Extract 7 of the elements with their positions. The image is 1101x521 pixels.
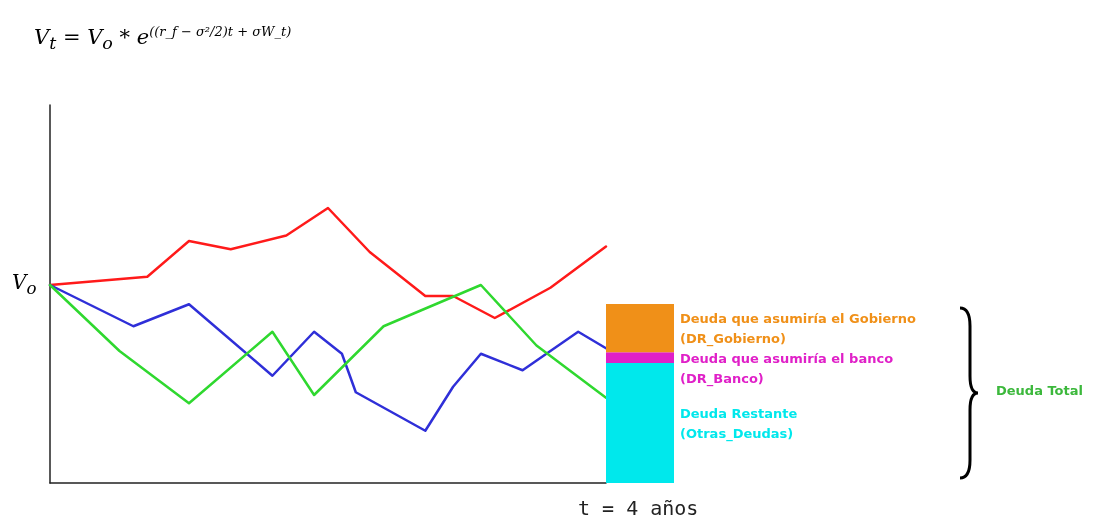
series-label: Deuda que asumiría el banco (DR_Banco) [680,350,894,387]
chart-title: V$_{t}$ = V$_{o}$ * e$^{((r_f − σ²/2)t + σW_t)}$ [34,24,292,54]
text: V$_{o}$ [12,270,37,298]
series-label: Deuda Restante (Otras_Deudas) [680,405,798,442]
x-axis-title: t = 4 años [578,496,699,520]
text: Deuda Total [996,383,1083,398]
series-label: Deuda que asumiría el Gobierno (DR_Gobierno) [680,310,916,347]
